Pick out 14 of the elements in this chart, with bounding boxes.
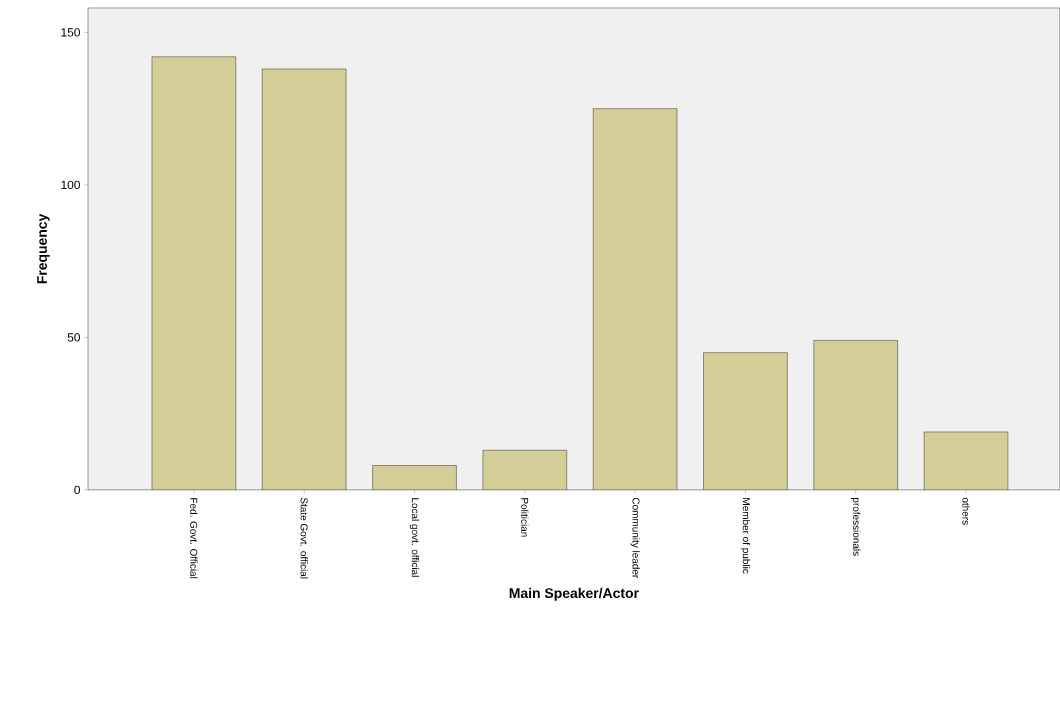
x-axis-title: Main Speaker/Actor <box>509 587 639 601</box>
x-tick-label: others <box>962 497 970 525</box>
y-tick-label: 0 <box>74 485 81 495</box>
y-tick-label: 150 <box>61 28 80 37</box>
x-tick-label: professionals <box>851 498 861 556</box>
x-tick-label: State Govt. official <box>300 497 308 579</box>
x-tick-label: Member of public <box>740 498 751 574</box>
x-tick-label: Community leader <box>630 497 640 579</box>
x-tick-label: Local govt. official <box>409 498 420 577</box>
y-tick-label: 100 <box>61 180 80 190</box>
y-tick-label: 50 <box>67 333 81 342</box>
x-tick-label: Politician <box>521 498 529 537</box>
x-tick-label: Fed. Govt. Official <box>190 498 198 579</box>
y-axis-title: Frequency <box>37 213 50 284</box>
